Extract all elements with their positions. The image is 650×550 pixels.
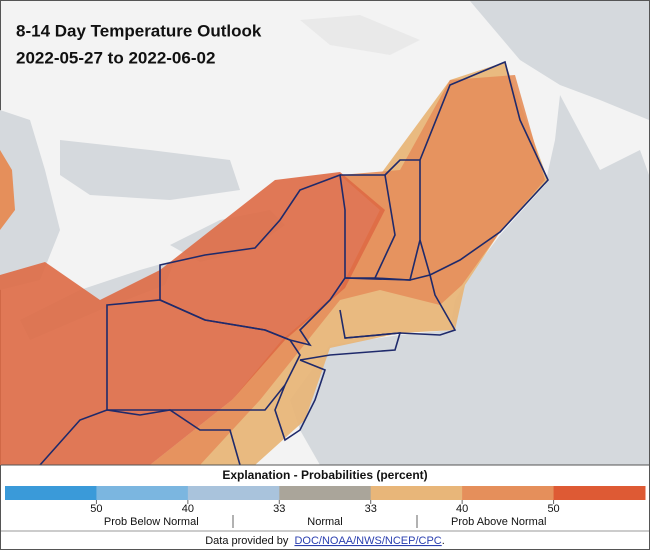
legend-category: Normal: [307, 516, 342, 528]
map-dates: 2022-05-27 to 2022-06-02: [16, 48, 215, 67]
legend-swatch: [462, 486, 555, 500]
credit-link[interactable]: DOC/NOAA/NWS/NCEP/CPC: [294, 535, 441, 547]
gulf-st-lawrence: [470, 1, 649, 120]
map: [0, 1, 649, 466]
legend-category: Prob Above Normal: [451, 516, 546, 528]
legend-swatch: [187, 486, 280, 500]
credit-suffix: .: [442, 535, 445, 547]
legend-title: Explanation - Probabilities (percent): [222, 468, 427, 482]
shade-above-50: [0, 172, 385, 465]
map-title: 8-14 Day Temperature Outlook: [16, 21, 262, 40]
shade-above-45: [150, 75, 545, 465]
ocean: [290, 95, 649, 465]
legend-tick-label: 40: [456, 503, 468, 515]
legend-swatch: [370, 486, 463, 500]
state-borders: [39, 60, 549, 466]
legend: [1, 466, 649, 549]
legend-swatch: [279, 486, 372, 500]
legend-tick-label: 40: [182, 503, 194, 515]
lake: [300, 15, 420, 55]
legend-tick-label: 33: [273, 503, 285, 515]
legend-tick-label: 33: [365, 503, 377, 515]
legend-swatch: [5, 486, 97, 500]
legend-tick-label: 50: [547, 503, 559, 515]
legend-swatch: [553, 486, 646, 500]
credit-prefix: Data provided by: [205, 535, 289, 547]
lake-huron: [0, 110, 60, 290]
credit: Data provided by DOC/NOAA/NWS/NCEP/CPC.: [205, 535, 445, 547]
legend-swatch: [96, 486, 189, 500]
shade-left: [0, 150, 15, 230]
legend-tick-label: 50: [90, 503, 102, 515]
georgian-bay: [60, 140, 240, 200]
legend-category: Prob Below Normal: [104, 516, 199, 528]
